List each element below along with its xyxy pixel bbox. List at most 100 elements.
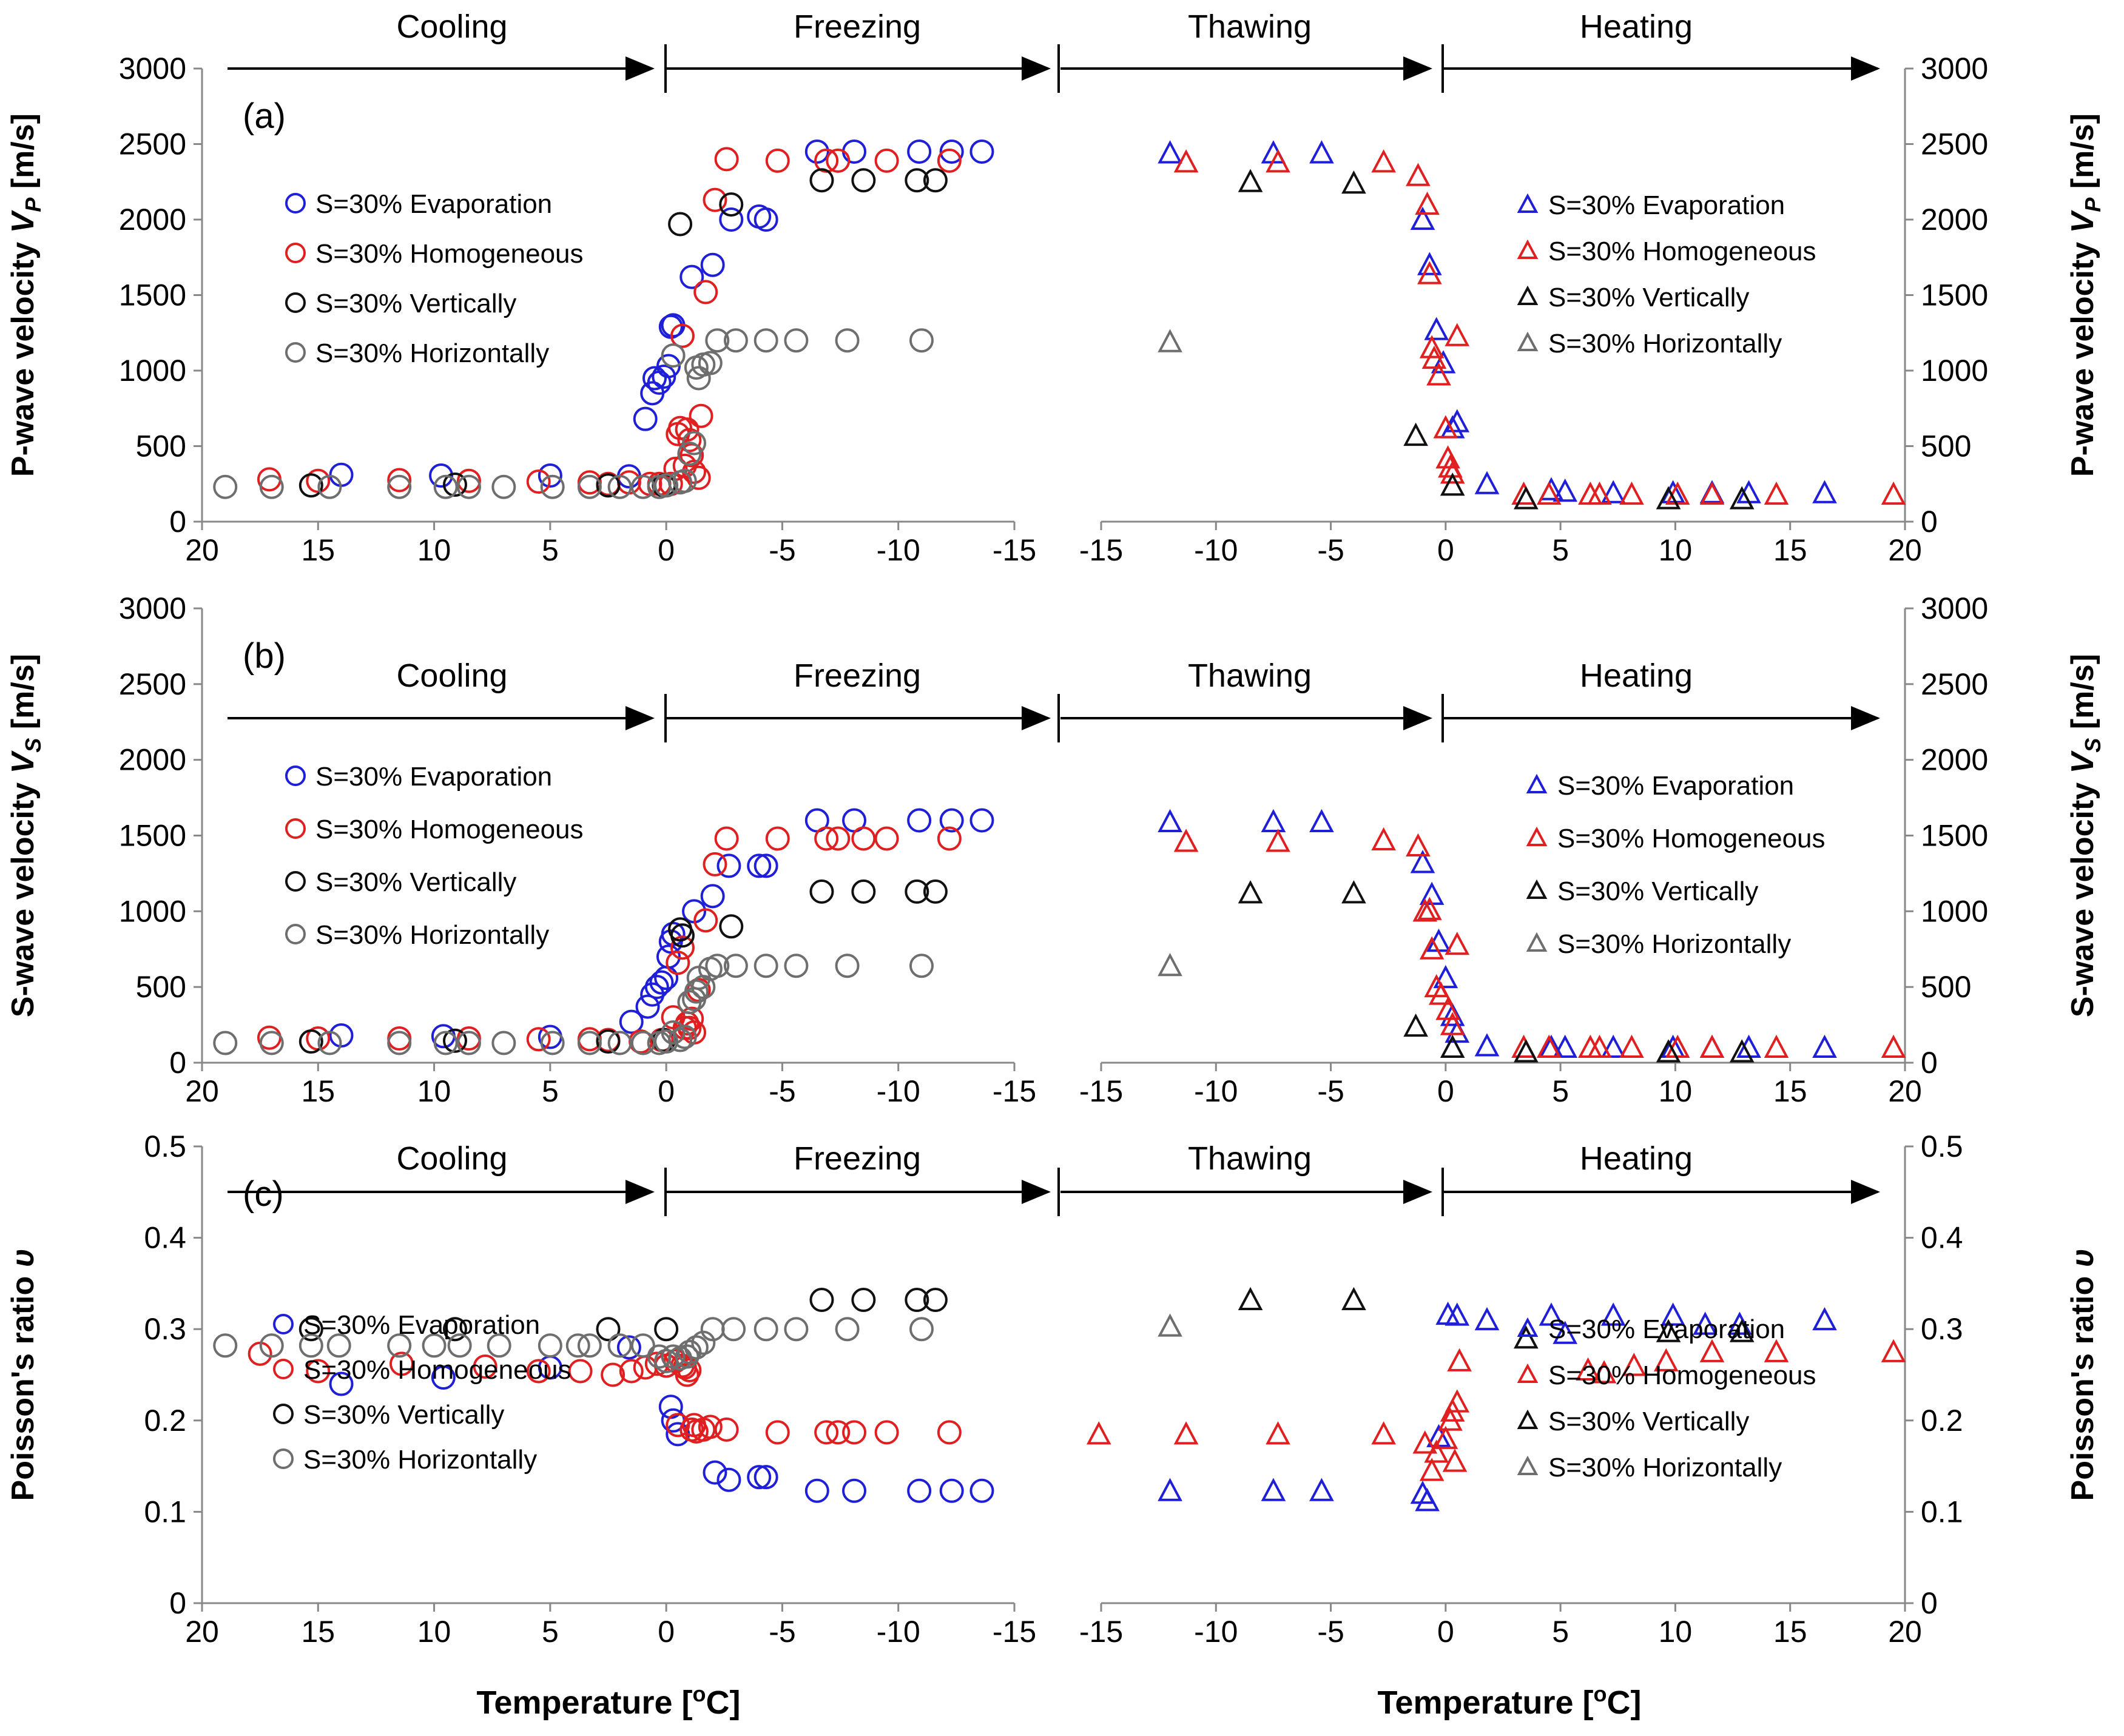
- x-tick-label-left: 5: [542, 533, 559, 567]
- data-point-circle: [874, 826, 899, 851]
- y-tick-label-left: 2500: [119, 127, 186, 161]
- series-s-vertically: [298, 879, 1755, 1063]
- x-title-degree: o: [693, 1681, 706, 1706]
- data-point-triangle: [1693, 1311, 1718, 1335]
- data-point-circle: [433, 1031, 458, 1055]
- panel-label: (a): [243, 96, 286, 136]
- data-point-circle: [577, 474, 602, 499]
- data-point-circle: [721, 1317, 746, 1342]
- data-point-circle: [907, 808, 932, 833]
- x-tick-label-left: 5: [542, 1615, 559, 1649]
- data-point-circle: [565, 1333, 590, 1358]
- data-point-triangle: [1412, 1430, 1438, 1454]
- data-point-triangle: [1445, 1389, 1470, 1413]
- data-point-triangle: [1415, 191, 1440, 215]
- y-tick-label-right: 3000: [1921, 52, 1988, 86]
- data-point-circle: [909, 1317, 934, 1342]
- data-point-triangle: [1261, 809, 1286, 833]
- legend-label: S=30% Vertically: [1557, 876, 1758, 906]
- data-point-triangle: [1440, 460, 1465, 484]
- y-tick-label-left: 0.5: [144, 1129, 186, 1163]
- data-point-circle: [644, 975, 669, 1000]
- data-point-circle: [939, 808, 964, 833]
- legend-label: S=30% Horizontally: [315, 920, 549, 950]
- x-tick-label-left: -10: [877, 1074, 920, 1108]
- data-point-circle: [387, 1031, 412, 1055]
- data-point-triangle: [1514, 1325, 1539, 1349]
- y-title-variable: V: [2065, 209, 2100, 233]
- x-tick-label-left: -15: [993, 533, 1036, 567]
- legend-right: S=30% Evaporation S=30% Homogeneous S=30% …: [1517, 190, 1816, 358]
- data-point-triangle: [1421, 345, 1447, 369]
- data-point-circle: [654, 1317, 679, 1342]
- y-title-text: Poisson's ratio: [5, 1267, 41, 1501]
- x-tick-label-right: 10: [1659, 533, 1693, 567]
- data-point-triangle: [1699, 481, 1725, 505]
- data-point-circle: [907, 139, 932, 164]
- data-point-circle: [317, 1031, 342, 1055]
- data-point-triangle: [1576, 1357, 1600, 1381]
- data-point-circle: [456, 474, 481, 499]
- data-point-circle: [703, 1460, 727, 1485]
- x-tick-label-left: -5: [769, 1074, 795, 1108]
- data-point-circle: [937, 826, 962, 851]
- data-point-circle: [596, 473, 621, 498]
- data-point-triangle: [1600, 480, 1626, 503]
- data-point-circle: [387, 468, 412, 493]
- data-point-triangle: [1406, 163, 1431, 186]
- series-s-vertically: [298, 1287, 1755, 1349]
- data-point-circle: [969, 808, 994, 833]
- data-point-circle: [670, 923, 695, 948]
- data-point-triangle: [1173, 1421, 1199, 1445]
- legend-marker-circle: [285, 871, 306, 892]
- data-point-triangle: [1419, 936, 1445, 960]
- x-tick-label-left: 20: [185, 1074, 219, 1108]
- data-point-circle: [387, 1026, 412, 1051]
- data-point-circle: [939, 139, 964, 164]
- data-point-circle: [698, 1415, 723, 1439]
- x-tick-label-left: -15: [993, 1615, 1036, 1649]
- data-point-circle: [443, 1028, 468, 1053]
- x-tick-label-left: -10: [877, 1615, 920, 1649]
- data-point-circle: [491, 474, 516, 499]
- y-tick-label-right: 2000: [1921, 743, 1988, 777]
- data-point-circle: [754, 1317, 778, 1342]
- y-title-unit: [m/s]: [5, 654, 41, 738]
- data-point-triangle: [1433, 415, 1458, 439]
- x-tick-label-left: -15: [993, 1074, 1036, 1108]
- data-point-triangle: [1417, 897, 1442, 920]
- data-point-circle: [693, 280, 718, 304]
- data-point-circle: [677, 441, 702, 466]
- data-point-circle: [298, 1317, 323, 1342]
- data-point-circle: [851, 168, 876, 193]
- legend-left: S=30% Evaporation S=30% Homogeneous S=30% …: [273, 1310, 571, 1475]
- legend-label: S=30% Horizontally: [1548, 329, 1782, 358]
- legend-label: S=30% Evaporation: [1548, 190, 1785, 220]
- data-point-triangle: [1435, 445, 1460, 469]
- y-tick-label-right: 2500: [1921, 667, 1988, 701]
- data-point-circle: [804, 139, 829, 164]
- data-point-triangle: [1158, 809, 1182, 833]
- data-point-circle: [814, 826, 839, 851]
- x-tick-label-left: 15: [301, 533, 335, 567]
- y-tick-label-left: 2000: [119, 743, 186, 777]
- x-axis-labels: Temperature [oC] Temperature [oC]: [476, 1681, 1641, 1721]
- phase-label-freezing: Freezing: [794, 8, 921, 45]
- legend-label: S=30% Homogeneous: [1548, 1361, 1816, 1390]
- data-point-triangle: [1424, 317, 1449, 340]
- y-tick-label-right: 0: [1921, 505, 1938, 539]
- y-title-text: P-wave velocity: [2065, 233, 2100, 477]
- data-point-circle: [389, 1351, 414, 1376]
- data-point-triangle: [1881, 1339, 1906, 1362]
- legend-marker-triangle: [1526, 826, 1548, 846]
- legend-marker-triangle: [1517, 331, 1539, 351]
- data-point-triangle: [1812, 1034, 1837, 1058]
- data-point-triangle: [1619, 481, 1644, 505]
- data-point-triangle: [1621, 1353, 1647, 1376]
- y-tick-label-left: 0: [169, 505, 186, 539]
- y-tick-label-left: 1000: [119, 894, 186, 928]
- y-tick-label-right: 500: [1921, 429, 1971, 463]
- data-point-circle: [630, 1333, 655, 1358]
- y-tick-label-right: 1500: [1921, 819, 1988, 853]
